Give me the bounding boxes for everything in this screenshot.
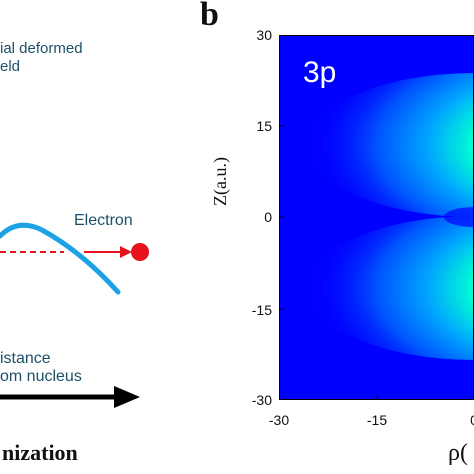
- panel-a-caption: nization: [2, 440, 78, 465]
- field-label-line1: ial deformed: [0, 40, 83, 57]
- x-axis-label: ρ(: [448, 440, 468, 466]
- potential-curve: [0, 222, 121, 295]
- y-tick-label: 0: [264, 209, 272, 225]
- electron-dot: [131, 243, 149, 261]
- density-lobe-lower: [309, 216, 474, 360]
- field-label: ial deformed eld: [0, 40, 83, 76]
- x-tick-label: -30: [268, 412, 290, 428]
- y-tick-label: 15: [256, 118, 272, 134]
- state-label: 3p: [303, 56, 337, 89]
- escape-arrowhead: [120, 246, 132, 258]
- density-lobe-upper: [309, 73, 474, 217]
- x-tick-label: 0: [470, 412, 474, 428]
- x-tick-label: -15: [366, 412, 388, 428]
- electron-label: Electron: [74, 212, 133, 229]
- y-tick-label: -15: [251, 302, 272, 318]
- y-tick-label: -30: [251, 392, 272, 408]
- y-axis-label: Z(a.u.): [210, 157, 230, 206]
- distance-label-line1: istance: [0, 350, 51, 367]
- distance-label: istance om nucleus: [0, 350, 82, 386]
- distance-label-line2: om nucleus: [0, 368, 82, 385]
- density-node-inner: [444, 207, 474, 227]
- potential-diagram: [0, 222, 149, 408]
- panel-letter: b: [200, 0, 219, 33]
- distance-arrowhead: [114, 386, 140, 408]
- field-label-line2: eld: [0, 58, 21, 75]
- y-tick-label: 30: [256, 27, 272, 43]
